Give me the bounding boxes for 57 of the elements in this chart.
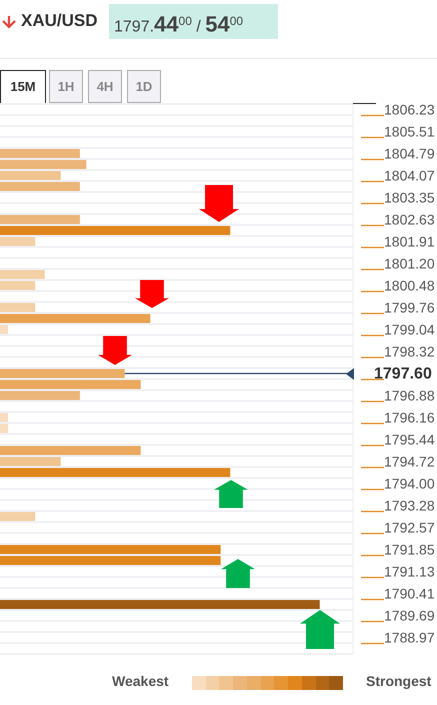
y-tick-label: 1792.57 <box>384 520 435 536</box>
y-tick-label: 1801.91 <box>384 234 435 250</box>
y-tick-label: 1806.23 <box>384 102 435 118</box>
text: 1D <box>127 70 161 103</box>
bar <box>0 468 230 477</box>
bar <box>0 281 36 290</box>
y-tick-label: 1788.97 <box>384 630 435 646</box>
chart-subtitle: 1797.44$^{00}$ / 54$^{00}$ <box>109 4 278 39</box>
bar <box>0 512 36 521</box>
bar <box>0 413 8 422</box>
y-tick-label: 1797.60 <box>374 366 432 382</box>
bar <box>0 160 86 169</box>
bar <box>0 600 320 609</box>
text: 1H <box>49 70 83 103</box>
bar <box>0 215 80 224</box>
bar <box>0 556 221 565</box>
bar <box>0 314 150 323</box>
y-tick-label: 1794.00 <box>384 476 435 492</box>
bar <box>0 457 61 466</box>
y-tick-label: 1805.51 <box>384 124 435 140</box>
bar <box>0 182 80 191</box>
bar <box>0 545 221 554</box>
bar <box>0 270 45 279</box>
text: Weakest <box>112 673 169 689</box>
bar <box>0 237 36 246</box>
text: 15M <box>0 70 46 103</box>
bar <box>0 149 80 158</box>
y-tick-label: 1803.35 <box>384 190 435 206</box>
bar <box>0 303 36 312</box>
chart-title: XAU/USD <box>21 11 98 31</box>
text: 4H <box>88 70 122 103</box>
y-tick-label: 1799.04 <box>384 322 435 338</box>
y-tick-label: 1801.20 <box>384 256 435 272</box>
y-tick-label: 1791.13 <box>384 564 435 580</box>
y-tick-label: 1804.07 <box>384 168 435 184</box>
y-tick-label: 1794.72 <box>384 454 435 470</box>
y-tick-label: 1793.28 <box>384 498 435 514</box>
text: Strongest <box>366 673 432 689</box>
y-tick-label: 1800.48 <box>384 278 435 294</box>
bar <box>0 446 141 455</box>
y-tick-label: 1799.76 <box>384 300 435 316</box>
y-tick-label: 1802.63 <box>384 212 435 228</box>
y-tick-label: 1796.16 <box>384 410 435 426</box>
y-tick-label: 1795.44 <box>384 432 435 448</box>
y-tick-label: 1789.69 <box>384 608 435 624</box>
bar <box>0 171 61 180</box>
y-tick-label: 1790.41 <box>384 586 435 602</box>
bar <box>0 226 230 235</box>
bar <box>0 325 8 334</box>
y-tick-label: 1804.79 <box>384 146 435 162</box>
y-tick-label: 1796.88 <box>384 388 435 404</box>
bar <box>0 391 80 400</box>
bar <box>0 424 8 433</box>
y-tick-label: 1798.32 <box>384 344 435 360</box>
bar <box>0 369 125 378</box>
bar <box>0 380 141 389</box>
y-tick-label: 1791.85 <box>384 542 435 558</box>
